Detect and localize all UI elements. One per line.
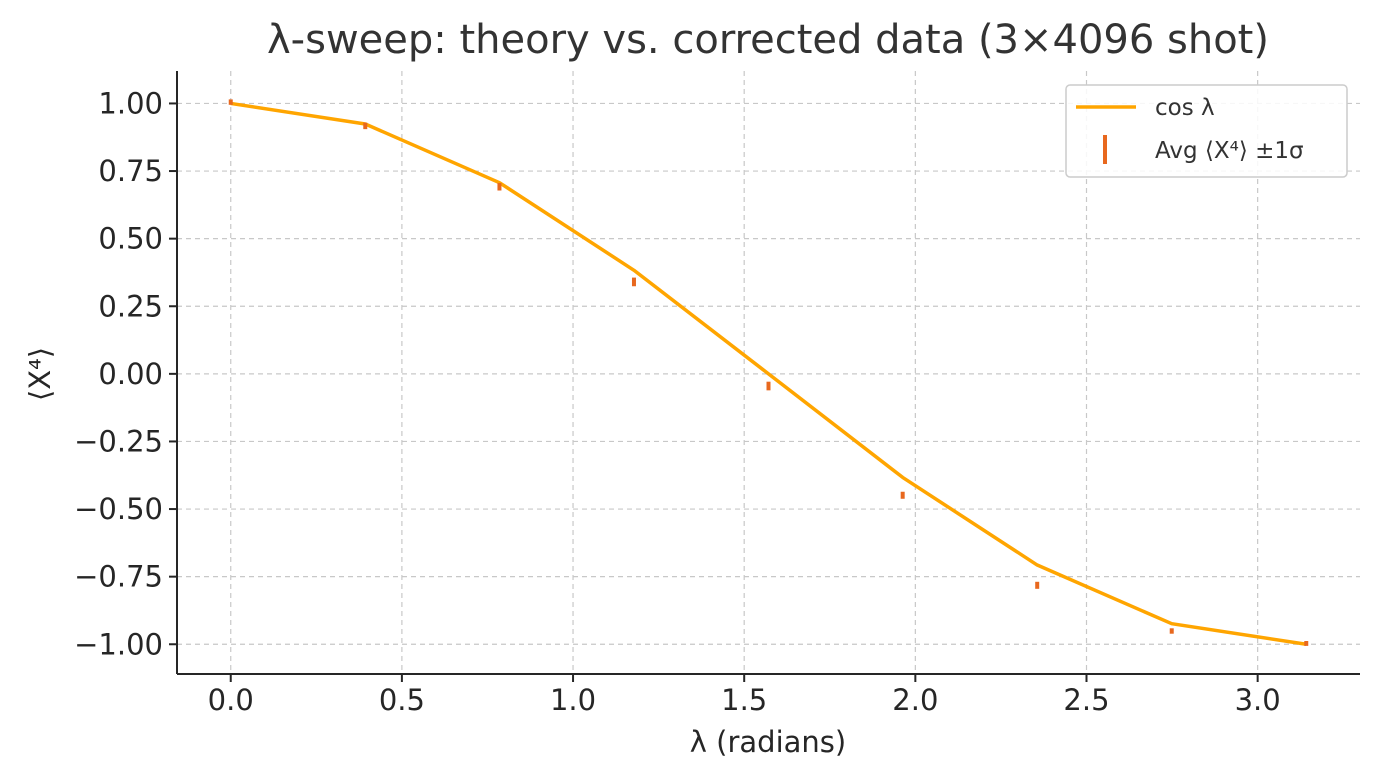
x-tick-label-2: 1.0 xyxy=(550,683,596,717)
y-tick-label-6: −0.50 xyxy=(74,492,163,526)
chart-title: λ-sweep: theory vs. corrected data (3×40… xyxy=(267,17,1269,63)
plot-series xyxy=(228,99,1309,646)
x-tick-label-5: 2.5 xyxy=(1063,683,1109,717)
y-tick-label-0: 1.00 xyxy=(98,86,163,120)
y-tick-label-8: −1.00 xyxy=(74,627,163,661)
x-tick-label-0: 0.0 xyxy=(208,683,254,717)
y-tick-label-1: 0.75 xyxy=(98,154,163,188)
x-tick-label-4: 2.0 xyxy=(892,683,938,717)
y-ticks: 1.00 0.75 0.50 0.25 0.00 −0.25 −0.50 −0.75 −1.00 xyxy=(74,86,177,661)
x-tick-label-6: 3.0 xyxy=(1235,683,1281,717)
y-tick-label-7: −0.75 xyxy=(74,560,163,594)
x-ticks: 0.0 0.5 1.0 1.5 2.0 2.5 3.0 xyxy=(208,674,1281,717)
x-tick-label-1: 0.5 xyxy=(379,683,425,717)
y-tick-label-3: 0.25 xyxy=(98,289,163,323)
legend-box xyxy=(1065,84,1348,178)
x-tick-label-3: 1.5 xyxy=(721,683,767,717)
y-axis-label: ⟨X⁴⟩ xyxy=(23,347,57,401)
legend: cos λ Avg ⟨X⁴⟩ ±1σ xyxy=(1065,84,1348,178)
series-line-theory xyxy=(230,101,1307,646)
legend-label-theory: cos λ xyxy=(1155,95,1215,121)
y-tick-label-5: −0.25 xyxy=(74,424,163,458)
y-tick-label-2: 0.50 xyxy=(98,222,163,256)
legend-label-data: Avg ⟨X⁴⟩ ±1σ xyxy=(1155,138,1304,164)
y-tick-label-4: 0.00 xyxy=(98,357,163,391)
x-axis-label: λ (radians) xyxy=(690,725,846,759)
